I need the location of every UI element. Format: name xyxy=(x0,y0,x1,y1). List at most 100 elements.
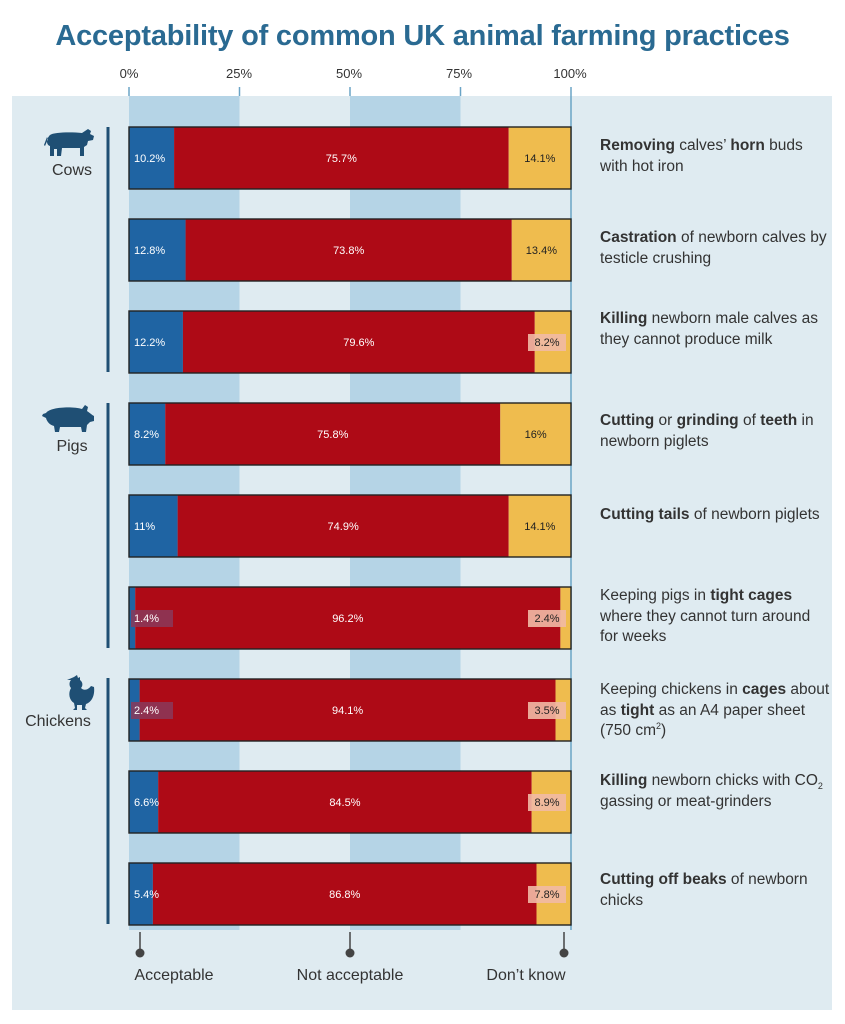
description-text: newborn chicks with CO xyxy=(647,772,818,789)
practice-description: Cutting off beaks of newborn chicks xyxy=(600,870,830,911)
bar-acceptable xyxy=(129,863,153,925)
description-text: Cutting xyxy=(600,412,655,429)
data-label-dont-know: 16% xyxy=(525,429,547,441)
data-label-not-acceptable: 96.2% xyxy=(332,613,363,625)
bar-not-acceptable xyxy=(139,679,556,741)
bar-not-acceptable xyxy=(165,403,501,465)
description-text: of newborn calves by testicle crushing xyxy=(600,229,827,267)
data-label-not-acceptable: 86.8% xyxy=(329,889,360,901)
practice-description: Killing newborn chicks with CO2 gassing … xyxy=(600,771,830,812)
data-label-not-acceptable: 84.5% xyxy=(329,797,360,809)
description-text: Killing xyxy=(600,310,648,327)
bar-not-acceptable xyxy=(152,863,537,925)
description-text: of xyxy=(738,412,761,429)
chart-title: Acceptability of common UK animal farmin… xyxy=(55,20,790,52)
description-text: about as xyxy=(600,681,830,719)
bar-outline xyxy=(128,770,572,834)
data-label-not-acceptable: 79.6% xyxy=(343,337,374,349)
bar-outline xyxy=(128,862,572,926)
description-text: tight xyxy=(620,701,655,719)
label-box xyxy=(528,794,566,811)
description-text: horn xyxy=(730,137,765,154)
tick-label: 50% xyxy=(335,66,363,81)
data-label-acceptable: 10.2% xyxy=(134,153,165,165)
description-text: as an A4 paper sheet (750 cm xyxy=(600,701,806,740)
data-label-acceptable: 6.6% xyxy=(134,797,159,809)
bar-dont-know xyxy=(511,219,571,281)
data-label-not-acceptable: 75.7% xyxy=(326,153,357,165)
practice-description: Castration of newborn calves by testicle… xyxy=(600,228,830,269)
label-box xyxy=(528,886,566,903)
bar-not-acceptable xyxy=(158,771,532,833)
data-label-dont-know: 7.8% xyxy=(534,889,559,901)
data-label-not-acceptable: 75.8% xyxy=(317,429,348,441)
label-box xyxy=(131,610,173,627)
data-label-acceptable: 1.4% xyxy=(134,613,159,625)
pointer-dont-know-dot xyxy=(559,948,569,958)
data-label-acceptable: 5.4% xyxy=(134,889,159,901)
label-box xyxy=(528,334,566,351)
data-label-dont-know: 8.9% xyxy=(534,797,559,809)
description-text: where they cannot turn around for weeks xyxy=(600,607,811,646)
bar-acceptable xyxy=(129,771,159,833)
bar-acceptable xyxy=(129,403,166,465)
data-label-not-acceptable: 74.9% xyxy=(328,521,359,533)
data-label-dont-know: 2.4% xyxy=(534,613,559,625)
description-text: ) xyxy=(661,722,667,739)
label-box xyxy=(528,610,566,627)
bar-dont-know xyxy=(500,403,571,465)
bar-outline xyxy=(128,402,572,466)
bar-dont-know xyxy=(508,495,571,557)
bar-acceptable xyxy=(129,127,175,189)
bar-dont-know xyxy=(508,127,571,189)
description-text: 2 xyxy=(656,720,662,731)
pointer-acceptable-dot xyxy=(135,948,145,958)
practice-description: Keeping chickens in cages about as tight… xyxy=(600,680,830,742)
data-label-not-acceptable: 94.1% xyxy=(332,705,363,717)
description-text: cages xyxy=(742,681,787,698)
practice-description: Killing newborn male calves as they cann… xyxy=(600,309,830,350)
data-label-dont-know: 8.2% xyxy=(534,337,559,349)
bar-outline xyxy=(128,218,572,282)
description-text: or xyxy=(654,412,677,429)
description-text: of newborn chicks xyxy=(600,871,808,909)
bar-not-acceptable xyxy=(174,127,509,189)
tick-label: 25% xyxy=(225,66,253,81)
bar-acceptable xyxy=(129,219,186,281)
practice-description: Cutting tails of newborn piglets xyxy=(600,505,830,526)
description-text: Cutting off beaks xyxy=(600,871,727,888)
data-label-dont-know: 13.4% xyxy=(526,245,557,257)
description-text: in newborn piglets xyxy=(600,412,814,450)
description-text: Cutting tails xyxy=(600,506,690,523)
description-text: Castration xyxy=(600,229,677,246)
description-text: newborn male calves as they cannot produ… xyxy=(600,310,818,348)
bar-acceptable xyxy=(129,311,183,373)
legend-not-acceptable: Not acceptable xyxy=(296,967,404,984)
description-text: buds with hot iron xyxy=(600,137,803,175)
pointer-not-acceptable-dot xyxy=(345,948,355,958)
bar-acceptable xyxy=(129,495,178,557)
data-label-acceptable: 11% xyxy=(134,521,155,533)
data-label-dont-know: 3.5% xyxy=(534,705,559,717)
label-box xyxy=(528,702,566,719)
tick-label: 75% xyxy=(445,66,473,81)
description-text: Keeping chickens in xyxy=(600,681,743,698)
description-text: Keeping pigs in xyxy=(600,587,711,604)
description-text: Killing xyxy=(600,772,648,789)
data-label-acceptable: 12.2% xyxy=(134,337,165,349)
cow-icon xyxy=(44,129,94,156)
label-box xyxy=(131,702,173,719)
description-text: calves’ xyxy=(674,137,731,154)
practice-description: Removing calves’ horn buds with hot iron xyxy=(600,136,830,177)
group-label-pigs: Pigs xyxy=(56,438,88,455)
pig-icon xyxy=(42,405,94,432)
legend-acceptable: Acceptable xyxy=(134,967,214,984)
description-text: 2 xyxy=(817,781,823,792)
bar-not-acceptable xyxy=(135,587,561,649)
data-label-not-acceptable: 73.8% xyxy=(333,245,364,257)
bar-outline xyxy=(128,678,572,742)
bar-outline xyxy=(128,310,572,374)
bar-not-acceptable xyxy=(182,311,535,373)
practice-description: Cutting or grinding of teeth in newborn … xyxy=(600,411,830,452)
